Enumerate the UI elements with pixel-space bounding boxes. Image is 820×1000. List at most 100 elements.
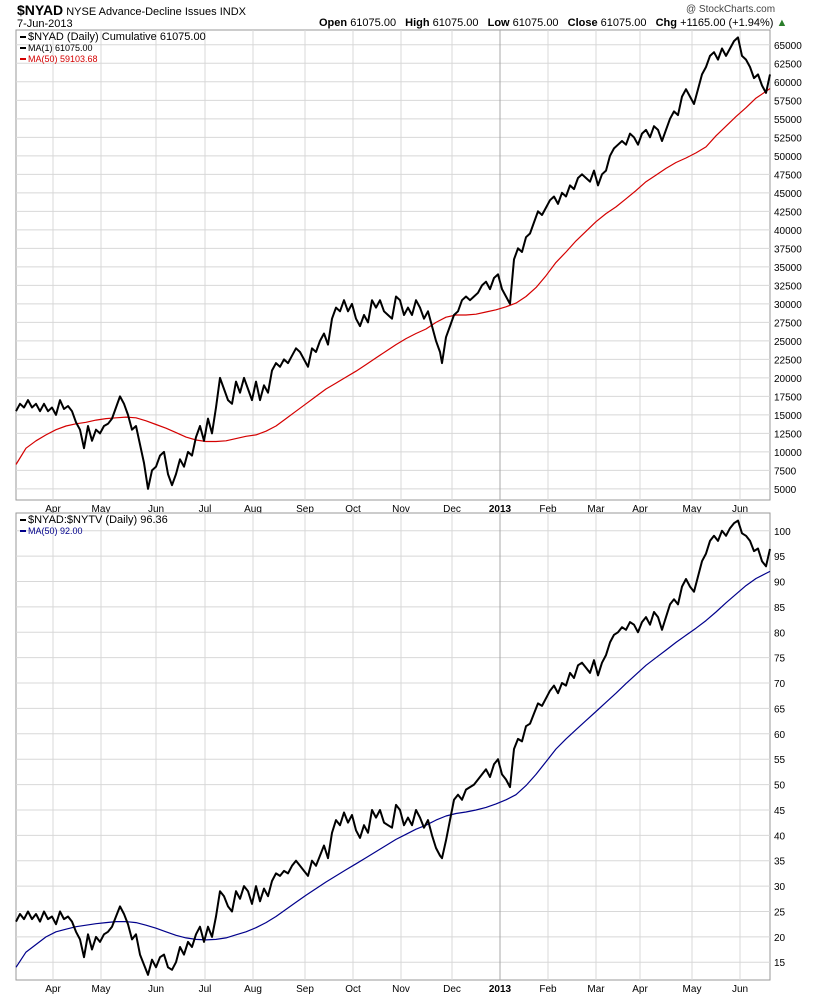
x-tick-label: Sep [296,504,314,515]
legend-entry: MA(50) 92.00 [28,526,83,536]
up-arrow-icon: ▲ [776,17,788,29]
chart-panel-bottom: 15 20 25 30 35 40 45 50 55 60 65 70 75 80 85 90 95 100 Apr… [15,512,791,995]
series-line--nyad [15,36,771,490]
y-tick-label: 62500 [774,59,802,70]
y-tick-label: 25000 [774,337,802,348]
y-tick-label: 15 [774,958,786,969]
chart-header: $NYAD NYSE Advance-Decline Issues INDX [17,2,246,18]
y-tick-label: 20 [774,933,786,944]
y-tick-label: 60 [774,730,786,741]
open-value: 61075.00 [350,17,397,29]
legend-entry: MA(50) 59103.68 [28,54,98,64]
x-tick-label: Mar [587,984,605,995]
plot-frame [15,512,771,981]
y-tick-label: 65 [774,704,786,715]
chart-panel-top: 5000 7500 10000 12500 15000 17500 20000 22500 25… [15,29,802,515]
ohlc-readout: Open 61075.00 High 61075.00 Low 61075.00… [319,17,787,29]
chart-date: 7-Jun-2013 [17,18,73,30]
y-tick-label: 65000 [774,41,802,52]
exchange-label: INDX [219,6,246,18]
x-tick-label: Jul [199,984,212,995]
y-tick-label: 35000 [774,263,802,274]
x-tick-label: 2013 [489,504,512,515]
y-tick-label: 80 [774,628,786,639]
x-tick-label: Oct [345,504,361,515]
x-tick-label: Feb [539,984,557,995]
x-tick-label: Sep [296,984,314,995]
watermark: @ StockCharts.com [686,4,776,15]
legend-entry: $NYAD:$NYTV (Daily) 96.36 [28,514,168,526]
y-tick-label: 7500 [774,466,797,477]
x-tick-label: Jun [148,504,164,515]
x-tick-label: Apr [45,504,61,515]
y-tick-label: 35 [774,857,786,868]
x-tick-label: Apr [632,984,648,995]
y-tick-label: 90 [774,578,786,589]
y-tick-label: 52500 [774,133,802,144]
y-tick-label: 85 [774,603,786,614]
x-tick-label: Apr [45,984,61,995]
x-tick-label: May [683,984,702,995]
y-tick-label: 10000 [774,448,802,459]
y-tick-label: 27500 [774,318,802,329]
x-tick-label: Dec [443,984,461,995]
y-tick-label: 60000 [774,78,802,89]
series-line-ma-50- [15,88,771,465]
y-tick-label: 40 [774,831,786,842]
chg-label: Chg [655,17,677,29]
x-tick-label: Nov [392,984,410,995]
x-tick-label: Jul [199,504,212,515]
x-tick-label: Feb [539,504,557,515]
x-tick-label: May [92,504,111,515]
x-tick-label: Aug [244,504,262,515]
x-tick-label: Apr [632,504,648,515]
ticker-symbol: $NYAD [17,2,64,18]
x-tick-label: Jun [732,984,748,995]
series-line-ma-50- [15,570,771,968]
high-label: High [405,17,430,29]
y-tick-label: 50 [774,781,786,792]
x-tick-label: Jun [732,504,748,515]
legend-entry: $NYAD (Daily) Cumulative 61075.00 [28,31,206,43]
x-tick-label: Oct [345,984,361,995]
x-tick-label: 2013 [489,984,512,995]
y-tick-label: 12500 [774,429,802,440]
x-tick-label: Jun [148,984,164,995]
y-tick-label: 57500 [774,96,802,107]
x-tick-label: Dec [443,504,461,515]
high-value: 61075.00 [432,17,479,29]
y-tick-label: 22500 [774,355,802,366]
close-value: 61075.00 [600,17,647,29]
y-tick-label: 45000 [774,189,802,200]
close-label: Close [567,17,598,29]
chg-value: +1165.00 (+1.94%) [680,17,774,29]
series-line--nyad-nytv [15,519,771,976]
open-label: Open [319,17,348,29]
y-tick-label: 5000 [774,485,797,496]
y-tick-label: 75 [774,654,786,665]
low-label: Low [487,17,510,29]
x-tick-label: May [683,504,702,515]
y-tick-label: 20000 [774,374,802,385]
y-tick-label: 30000 [774,300,802,311]
y-tick-label: 37500 [774,244,802,255]
x-tick-label: May [92,984,111,995]
y-tick-label: 95 [774,552,786,563]
y-tick-label: 25 [774,907,786,918]
y-tick-label: 55 [774,755,786,766]
x-tick-label: Aug [244,984,262,995]
legend-entry: MA(1) 61075.00 [28,43,93,53]
y-tick-label: 42500 [774,207,802,218]
low-value: 61075.00 [512,17,559,29]
y-tick-label: 17500 [774,392,802,403]
y-tick-label: 45 [774,806,786,817]
y-tick-label: 30 [774,882,786,893]
y-tick-label: 40000 [774,226,802,237]
y-tick-label: 100 [774,527,791,538]
y-tick-label: 15000 [774,411,802,422]
security-name: NYSE Advance-Decline Issues [66,6,217,18]
plot-frame [15,29,771,501]
x-tick-label: Nov [392,504,410,515]
y-tick-label: 50000 [774,152,802,163]
y-tick-label: 55000 [774,115,802,126]
